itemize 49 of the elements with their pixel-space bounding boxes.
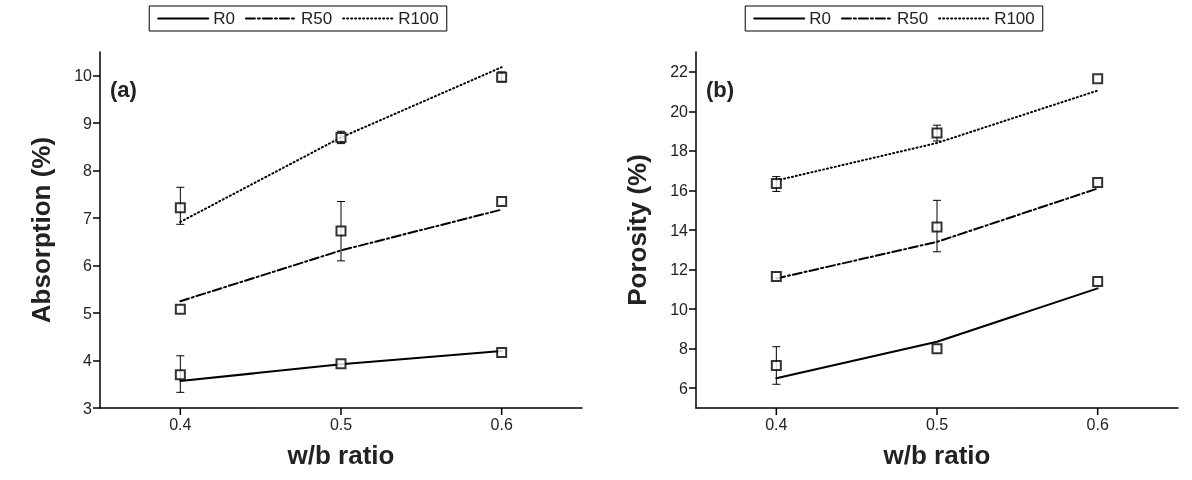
y-tick-label: 8: [83, 162, 93, 180]
y-tick-label: 12: [670, 261, 689, 279]
y-tick-label: 10: [74, 67, 93, 85]
x-tick-label: 0.5: [925, 415, 949, 433]
legend-label: R100: [398, 9, 439, 28]
y-tick-label: 22: [670, 63, 689, 81]
y-tick-label: 9: [83, 114, 93, 132]
y-tick-label: 18: [670, 142, 689, 160]
point: [931, 343, 943, 355]
y-tick-label: 20: [670, 102, 689, 120]
point: [174, 303, 186, 315]
point: [1092, 73, 1104, 85]
y-tick-label: 7: [83, 209, 93, 227]
point: [770, 270, 782, 282]
point: [496, 346, 508, 358]
y-axis-title: Absorption (%): [26, 136, 56, 324]
legend-label: R0: [809, 9, 831, 28]
y-tick-label: 4: [83, 352, 93, 370]
y-tick-label: 8: [679, 340, 689, 358]
x-tick-label: 0.6: [1086, 415, 1109, 433]
x-axis-title: w/b ratio: [882, 440, 991, 470]
point: [174, 369, 186, 381]
y-tick-label: 3: [83, 399, 93, 417]
legend-label: R50: [896, 9, 929, 28]
y-tick-label: 16: [670, 181, 689, 199]
point: [335, 225, 347, 237]
point: [770, 359, 782, 371]
x-axis-title: w/b ratio: [286, 440, 395, 470]
y-tick-label: 5: [83, 304, 93, 322]
annotation: (a): [110, 76, 137, 102]
x-tick-label: 0.4: [169, 415, 192, 433]
y-tick-label: 6: [83, 257, 93, 275]
y-tick-label: 10: [670, 300, 689, 318]
point: [931, 221, 943, 233]
y-axis-title: Porosity (%): [622, 154, 652, 306]
point: [335, 358, 347, 370]
annotation: (b): [706, 76, 735, 102]
legend-label: R50: [300, 9, 333, 28]
point: [496, 196, 508, 208]
y-tick-label: 14: [670, 221, 689, 239]
x-tick-label: 0.5: [329, 415, 353, 433]
legend-label: R0: [213, 9, 235, 28]
y-tick-label: 6: [679, 379, 689, 397]
x-tick-label: 0.4: [765, 415, 788, 433]
point: [1092, 177, 1104, 189]
legend-label: R100: [994, 9, 1035, 28]
point: [174, 202, 186, 214]
x-tick-label: 0.6: [490, 415, 513, 433]
point: [1092, 275, 1104, 287]
